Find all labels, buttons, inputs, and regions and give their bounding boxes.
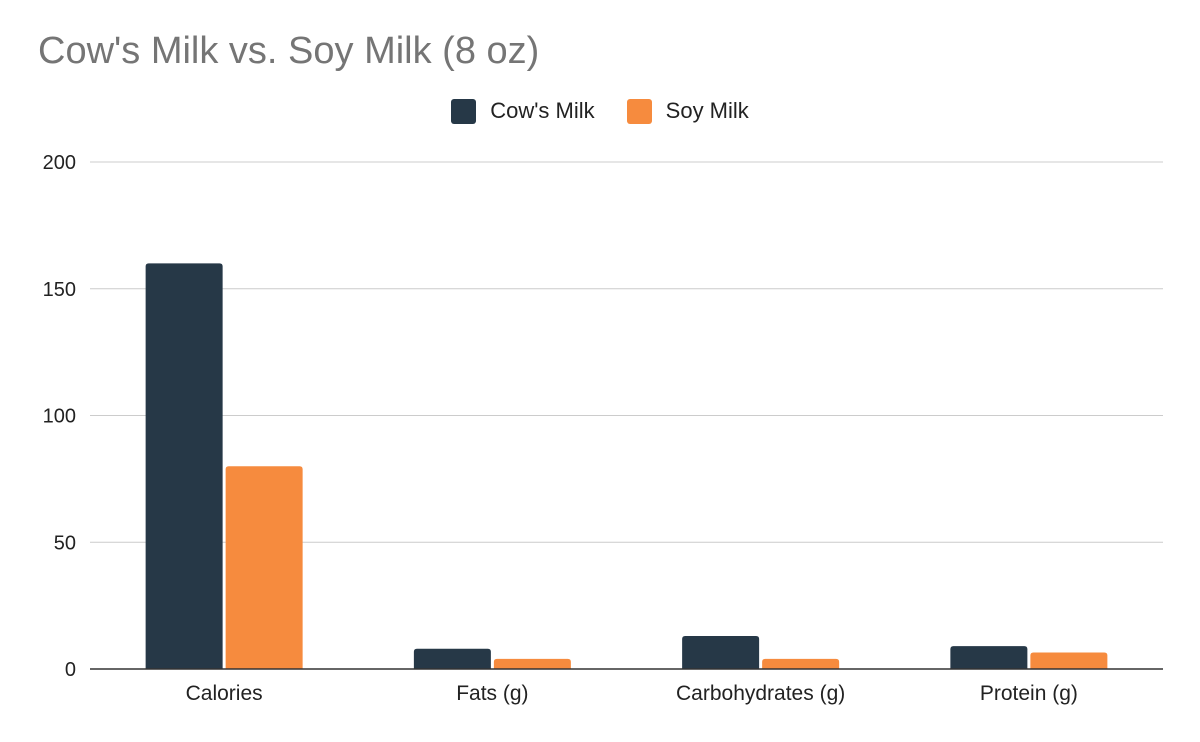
y-tick-label: 150	[43, 279, 76, 301]
x-tick-label: Calories	[186, 682, 263, 705]
y-tick-label: 200	[43, 152, 76, 174]
bar-cows-milk	[950, 646, 1028, 669]
bar-cows-milk	[413, 648, 491, 669]
legend: Cow's Milk Soy Milk	[0, 98, 1200, 124]
x-tick-label: Protein (g)	[980, 682, 1078, 705]
x-tick-label: Carbohydrates (g)	[676, 682, 845, 705]
bar-soy-milk	[1030, 652, 1108, 669]
bar-cows-milk	[682, 636, 760, 669]
bar-soy-milk	[225, 466, 303, 669]
legend-item-soy-milk[interactable]: Soy Milk	[626, 98, 749, 124]
legend-label-soy-milk: Soy Milk	[665, 98, 749, 123]
y-tick-label: 50	[54, 532, 76, 554]
bar-soy-milk	[493, 658, 571, 669]
x-tick-label: Fats (g)	[456, 682, 528, 705]
y-tick-label: 0	[65, 659, 76, 681]
bar-soy-milk	[762, 658, 840, 669]
legend-item-cows-milk[interactable]: Cow's Milk	[451, 98, 595, 124]
legend-label-cows-milk: Cow's Milk	[490, 98, 595, 123]
bar-cows-milk	[145, 263, 223, 669]
legend-swatch-soy-milk	[626, 98, 652, 124]
y-tick-label: 100	[43, 406, 76, 428]
chart-title: Cow's Milk vs. Soy Milk (8 oz)	[38, 30, 540, 72]
legend-swatch-cows-milk	[451, 98, 477, 124]
